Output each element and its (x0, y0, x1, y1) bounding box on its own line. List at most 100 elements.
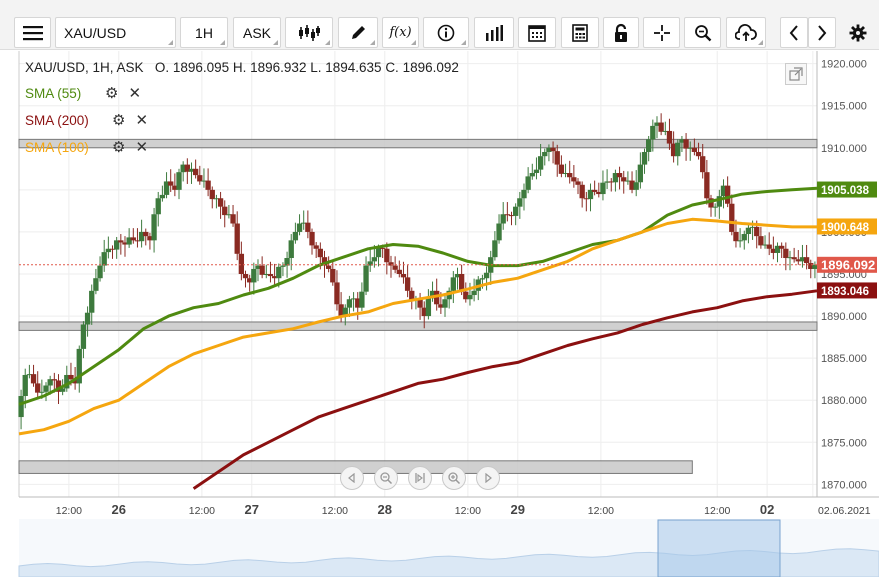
price-tick-label: 1890.000 (821, 311, 867, 323)
candle-body (425, 298, 432, 317)
candle-body (596, 191, 602, 195)
zoom-out-button[interactable] (374, 466, 398, 490)
candle-body (93, 278, 99, 291)
gear-icon[interactable]: ⚙ (112, 112, 126, 129)
candle-body (163, 181, 170, 195)
candle-body (138, 231, 145, 242)
close-icon[interactable]: ✕ (135, 112, 149, 129)
time-tick-label: 12:00 (322, 505, 348, 517)
candle-body (679, 139, 685, 143)
candle-body (500, 214, 506, 224)
crosshair-icon (653, 24, 670, 41)
candle-body (508, 215, 515, 217)
gear-icon[interactable]: ⚙ (112, 139, 126, 156)
candle-body (429, 290, 436, 299)
candle-body (666, 130, 673, 144)
export-button[interactable] (726, 17, 766, 48)
candle-body (26, 374, 33, 376)
navigator-strip[interactable] (18, 519, 879, 577)
candle-body (745, 227, 752, 235)
calculator-button[interactable] (561, 17, 599, 48)
candle-body (525, 176, 531, 190)
close-icon[interactable]: ✕ (128, 85, 142, 102)
candle-body (604, 181, 610, 183)
lock-button[interactable] (603, 17, 639, 48)
price-badge-label: 1900.648 (821, 222, 870, 234)
indicators-button[interactable]: f(x) (382, 17, 419, 48)
candle-body (222, 206, 228, 216)
candle-body (729, 203, 735, 232)
candle-body (350, 298, 357, 300)
volume-button[interactable] (474, 17, 514, 48)
candle-body (762, 244, 768, 246)
fullscreen-button[interactable] (785, 63, 807, 85)
price-tick-label: 1910.000 (821, 143, 867, 155)
candle-body (695, 151, 702, 157)
price-axis: 1870.000 1875.000 1880.000 1885.000 1890.000… (817, 59, 877, 491)
candle-body (180, 164, 186, 173)
support-resistance-zones (18, 138, 818, 474)
symbol-select[interactable]: XAU/USD (55, 17, 176, 48)
price-badge-label: 1896.092 (821, 257, 875, 272)
candle-body (359, 291, 365, 308)
crosshair-button[interactable] (643, 17, 680, 48)
gear-icon[interactable]: ⚙ (105, 85, 119, 102)
candle-body (217, 198, 224, 207)
time-tick-label: 02.06.2021 (818, 505, 871, 517)
scroll-left-button[interactable] (780, 17, 808, 48)
calendar-button[interactable] (518, 17, 556, 48)
function-icon: f(x) (389, 25, 412, 40)
menu-button[interactable] (14, 17, 51, 48)
candle-body (479, 278, 486, 280)
price-badge-bg (817, 181, 877, 198)
navigator-selection (657, 519, 781, 577)
price-zone (18, 138, 818, 149)
draw-button[interactable] (338, 17, 378, 48)
timeframe-select[interactable]: 1H (180, 17, 228, 48)
candle-body (151, 214, 157, 241)
candle-body (442, 299, 448, 308)
zoom-in-button[interactable] (442, 466, 466, 490)
candle-body (583, 198, 589, 200)
candle-body (384, 248, 390, 263)
candle-body (72, 379, 78, 384)
instrument-label: XAU/USD, 1H, ASK (25, 60, 144, 75)
candle-body (737, 240, 743, 242)
candle-body (396, 269, 402, 274)
chart-type-button[interactable] (285, 17, 333, 48)
candle-body (118, 240, 124, 243)
candle-body (641, 151, 648, 165)
pan-right-button[interactable] (476, 466, 500, 490)
info-button[interactable] (423, 17, 469, 48)
candle-body (808, 263, 814, 269)
close-value: C. 1896.092 (385, 60, 459, 75)
candle-body (787, 257, 793, 259)
candle-body (230, 214, 236, 224)
scroll-right-button[interactable] (808, 17, 836, 48)
candle-body (716, 196, 722, 207)
candle-body (438, 304, 444, 308)
triangle-left-icon (348, 473, 355, 483)
triangle-right-icon (485, 473, 492, 483)
pan-left-button[interactable] (340, 466, 364, 490)
price-badge-bg (817, 256, 877, 273)
settings-button[interactable] (842, 17, 874, 48)
price-tick-label: 1880.000 (821, 395, 867, 407)
candle-body (80, 324, 87, 349)
candle-body (288, 240, 294, 259)
candle-body (733, 231, 739, 242)
candle-body (47, 379, 53, 386)
candle-body (633, 182, 639, 190)
candle-body (371, 257, 378, 262)
zoom-button[interactable] (684, 17, 721, 48)
candle-body (197, 175, 203, 182)
zoom-out-icon (380, 472, 393, 485)
candle-body (271, 276, 278, 279)
cloud-upload-icon (735, 23, 757, 41)
reset-view-button[interactable] (408, 466, 432, 490)
candle-body (363, 265, 369, 292)
close-icon[interactable]: ✕ (135, 139, 149, 156)
candle-body (84, 312, 91, 325)
price-side-select[interactable]: ASK (233, 17, 281, 48)
